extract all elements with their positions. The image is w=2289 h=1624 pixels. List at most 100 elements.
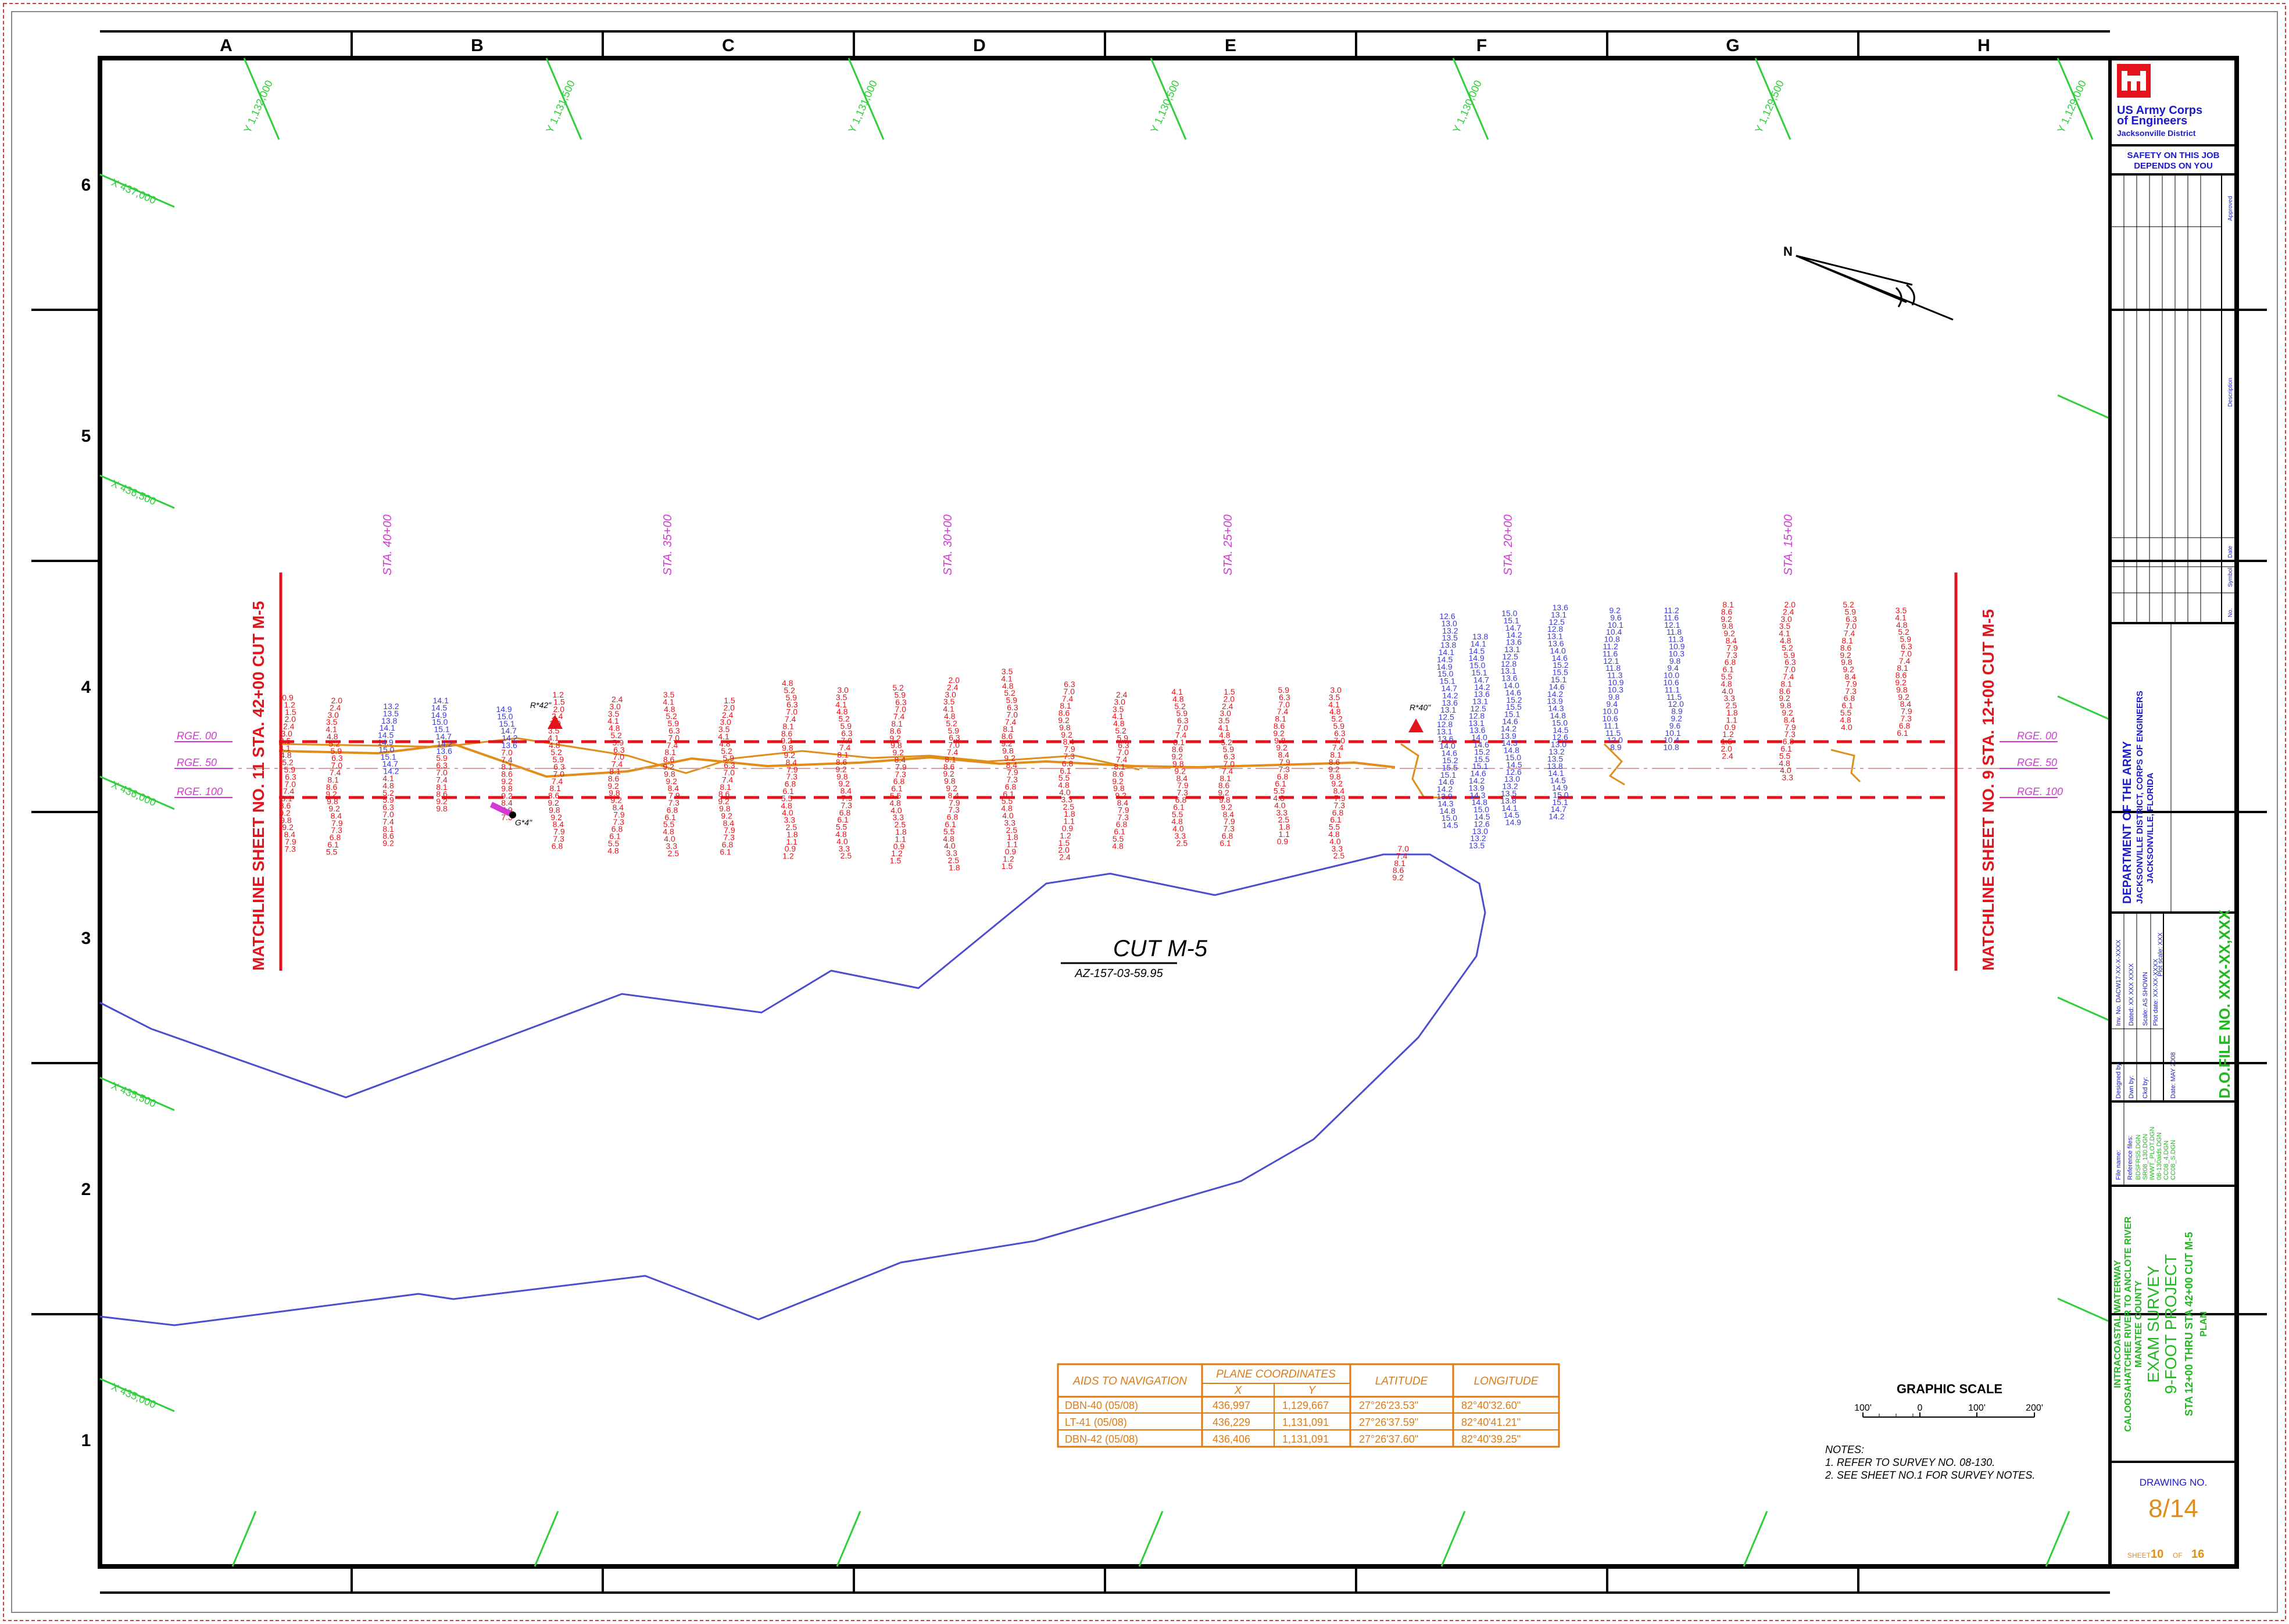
sounding-value: 7.3 bbox=[1845, 686, 1857, 696]
sounding-value: 13.9 bbox=[1547, 696, 1562, 706]
sounding-value: 9.8 bbox=[1172, 759, 1184, 768]
sounding-value: 4.8 bbox=[1721, 679, 1732, 688]
sounding-value: 7.9 bbox=[613, 810, 625, 819]
sounding-value: 9.2 bbox=[382, 839, 394, 848]
sounding-value: 6.1 bbox=[1275, 779, 1286, 788]
sounding-value: 14.9 bbox=[496, 704, 512, 714]
sounding-value: 2.0 bbox=[285, 714, 296, 724]
sounding-value: 13.1 bbox=[1472, 697, 1488, 706]
sounding-value: 8.4 bbox=[1726, 636, 1737, 645]
sounding-value: 7.0 bbox=[786, 707, 798, 717]
sounding-value: 10.3 bbox=[1669, 649, 1684, 658]
sounding-value: 9.2 bbox=[1061, 730, 1072, 739]
table-cell: 436,997 bbox=[1213, 1400, 1250, 1411]
sounding-value: 1.1 bbox=[1006, 840, 1018, 849]
ref-file: SR08_130.DGN bbox=[2142, 1133, 2149, 1180]
channel-edge-line bbox=[1830, 749, 1861, 783]
sounding-value: 3.0 bbox=[610, 702, 621, 711]
sounding-value: 6.3 bbox=[724, 761, 735, 770]
sounding-value: 8.6 bbox=[436, 789, 448, 799]
sounding-value: 9.8 bbox=[719, 804, 731, 813]
sounding-value: 5.5 bbox=[1840, 708, 1852, 717]
sounding-value: 8.1 bbox=[1060, 701, 1071, 710]
sounding-value: 9.8 bbox=[1059, 722, 1071, 732]
sounding-value: 15.5 bbox=[1474, 754, 1490, 764]
sounding-value: 5.5 bbox=[1058, 773, 1070, 782]
ref-file: 08-130aids.DGN bbox=[2156, 1132, 2163, 1180]
sounding-value: 6.8 bbox=[1332, 808, 1344, 817]
sounding-value: 9.2 bbox=[1782, 708, 1793, 717]
sounding-value: 12.6 bbox=[1439, 611, 1455, 621]
sounding-value: 4.1 bbox=[607, 716, 619, 725]
sounding-value: 3.3 bbox=[1332, 844, 1343, 853]
sounding-value: 7.0 bbox=[1007, 710, 1018, 719]
sounding-value: 3.5 bbox=[1329, 692, 1340, 702]
sounding-value: 4.8 bbox=[280, 750, 292, 760]
sounding-value: 9.2 bbox=[1004, 753, 1015, 763]
sounding-value: 8.6 bbox=[1779, 686, 1791, 696]
sounding-value: 14.1 bbox=[1501, 803, 1517, 813]
sounding-value: 5.5 bbox=[836, 822, 847, 832]
sounding-value: 9.2 bbox=[946, 784, 957, 793]
ref-file: BDSFRS5.DGN bbox=[2135, 1135, 2142, 1180]
scale-tick: 100' bbox=[1968, 1403, 1986, 1413]
sounding-value: 4.8 bbox=[1219, 730, 1231, 739]
sounding-value: 9.6 bbox=[1669, 721, 1681, 730]
notes-title: NOTES: bbox=[1825, 1444, 1864, 1455]
sounding-value: 5.5 bbox=[1329, 822, 1340, 832]
sounding-value: 9.4 bbox=[1606, 699, 1618, 709]
sounding-value: 6.1 bbox=[1897, 728, 1908, 738]
sounding-value: 7.3 bbox=[1784, 729, 1796, 739]
plot-date: Plot date: XX-XX-XXXX bbox=[2152, 958, 2159, 1026]
sounding-value: 2.5 bbox=[895, 820, 906, 829]
sounding-value: 4.8 bbox=[1328, 829, 1340, 839]
inv-no: Inv. No. DACW17-XX-X-XXXX bbox=[2115, 939, 2122, 1026]
sounding-value: 7.9 bbox=[553, 827, 565, 836]
sounding-value: 4.8 bbox=[327, 732, 338, 741]
grid-ticks bbox=[31, 30, 2267, 1594]
sounding-value: 4.0 bbox=[836, 836, 848, 846]
project-line7: PLAN bbox=[2199, 1311, 2209, 1337]
sounding-value: 13.5 bbox=[1469, 841, 1485, 850]
sounding-value: 14.2 bbox=[1506, 630, 1522, 639]
sounding-value: 7.3 bbox=[1900, 714, 1912, 723]
agency-line2: of Engineers bbox=[2117, 115, 2187, 127]
sounding-value: 3.0 bbox=[1220, 709, 1232, 718]
sounding-value: 8.6 bbox=[1895, 671, 1907, 680]
sounding-value: 14.2 bbox=[1501, 724, 1517, 733]
sounding-value: 14.5 bbox=[1506, 760, 1522, 769]
coordinate-ticks bbox=[99, 58, 2111, 1567]
sounding-value: 9.2 bbox=[501, 791, 513, 800]
sounding-value: 12.8 bbox=[1437, 720, 1453, 729]
sounding-value: 2.0 bbox=[1058, 845, 1070, 854]
sounding-value: 7.0 bbox=[1177, 723, 1189, 732]
sounding-value: 8.1 bbox=[782, 721, 794, 731]
sounding-value: 15.2 bbox=[1442, 756, 1458, 765]
sounding-value: 4.8 bbox=[1112, 841, 1124, 850]
sounding-value: 9.2 bbox=[610, 796, 622, 805]
sounding-value: 8.1 bbox=[891, 719, 903, 728]
sounding-value: 8.1 bbox=[1780, 679, 1792, 688]
sounding-value: 9.2 bbox=[838, 779, 850, 788]
sounding-value: 5.9 bbox=[1278, 685, 1290, 695]
sounding-value: 9.6 bbox=[1610, 613, 1622, 622]
sounding-value: 9.2 bbox=[1843, 665, 1854, 674]
sounding-value: 3.3 bbox=[893, 813, 904, 822]
table-header: LATITUDE bbox=[1375, 1375, 1428, 1387]
drawing-number: 8/14 bbox=[2148, 1494, 2198, 1523]
sounding-value: 6.1 bbox=[1722, 665, 1734, 674]
sounding-value: 10.3 bbox=[1608, 685, 1623, 694]
sounding-value: 4.0 bbox=[1059, 788, 1071, 797]
sounding-value: 15.0 bbox=[432, 717, 448, 727]
sounding-value: 7.0 bbox=[1845, 621, 1857, 631]
col-label: A bbox=[220, 36, 233, 55]
safety-line1: SAFETY ON THIS JOB bbox=[2127, 151, 2220, 160]
sounding-value: 6.8 bbox=[1062, 759, 1074, 768]
sounding-value: 5.5 bbox=[1172, 810, 1183, 819]
sounding-value: 2.0 bbox=[1224, 694, 1235, 703]
sounding-value: 14.7 bbox=[501, 726, 517, 735]
sounding-value: 7.3 bbox=[284, 844, 296, 853]
sounding-value: 4.0 bbox=[1841, 722, 1852, 732]
sounding-value: 4.8 bbox=[889, 798, 901, 807]
project-line5: 9-FOOT PROJECT bbox=[2162, 1254, 2180, 1394]
